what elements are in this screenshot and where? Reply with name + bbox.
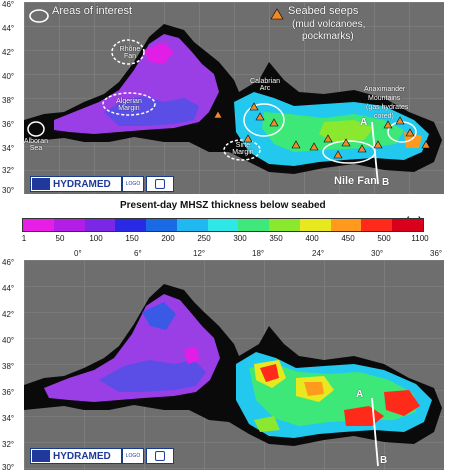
eu-flag-icon — [32, 450, 50, 462]
colorbar-tick-label: 300 — [233, 234, 247, 243]
colorbar-tick-label: 200 — [161, 234, 175, 243]
bottom-lat-label: 30° — [2, 463, 15, 472]
alboran-sea-label: Alboran Sea — [23, 138, 49, 153]
colorbar-segment — [361, 219, 393, 231]
bottom-lat-label: 32° — [2, 440, 15, 449]
top-lat-label: 32° — [2, 166, 15, 175]
top-lat-label: 44° — [2, 24, 15, 33]
anaximander-label-2: Mountains — [368, 95, 401, 102]
transect-a-label: A — [356, 389, 364, 400]
shield-icon — [155, 179, 165, 189]
colorbar-segment — [299, 219, 331, 231]
top-lat-label: 46° — [2, 0, 15, 9]
top-map-panel: Areas of interest Seabed seeps (mud volc… — [24, 2, 444, 194]
areas-of-interest-legend: Areas of interest — [52, 5, 133, 17]
colorbar-segment — [23, 219, 54, 231]
bottom-lon-label: 24° — [312, 249, 325, 258]
university-logo — [146, 176, 174, 192]
bottom-lon-label: 6° — [134, 249, 142, 258]
colorbar-segment — [238, 219, 270, 231]
shield-icon — [155, 451, 165, 461]
colorbar-segment — [146, 219, 177, 231]
colorbar-tick-label: 1100 — [411, 234, 429, 243]
colorbar-segment — [392, 219, 423, 231]
colorbar-panel: Present-day MHSZ thickness below seabed … — [0, 198, 450, 248]
bottom-lat-label: 38° — [2, 362, 15, 371]
top-lat-label: 34° — [2, 144, 15, 153]
nile-fan-label: Nile Fan — [334, 175, 377, 187]
top-lat-label: 40° — [2, 72, 15, 81]
bottom-lon-label: 30° — [371, 249, 384, 258]
colorbar-gradient — [22, 218, 424, 232]
eu-flag-icon — [32, 178, 50, 190]
hydramed-logo: HYDRAMED — [30, 448, 122, 464]
seeps-legend-line1: Seabed seeps — [288, 5, 359, 17]
partner-logo: LOGO — [122, 448, 144, 464]
top-lat-label: 42° — [2, 48, 15, 57]
hydramed-logo: HYDRAMED — [30, 176, 122, 192]
colorbar-tick-label: 100 — [89, 234, 103, 243]
top-lat-label: 30° — [2, 186, 15, 195]
colorbar-segment — [269, 219, 300, 231]
top-lat-label: 36° — [2, 120, 15, 129]
anaximander-label-1: Anaximander — [364, 86, 406, 93]
transect-b-label: B — [380, 455, 388, 466]
seep-triangle-legend-icon — [270, 8, 284, 20]
colorbar-segment — [115, 219, 147, 231]
colorbar-segment — [84, 219, 116, 231]
bottom-map-panel: A B HYDRAMED LOGO — [24, 260, 444, 470]
colorbar-tick-label: 250 — [197, 234, 211, 243]
bottom-map-graphic — [24, 260, 444, 470]
colorbar-tick-label: 50 — [55, 234, 65, 243]
areas-of-interest-legend-icon — [29, 9, 49, 23]
seeps-legend-line3: pockmarks) — [302, 31, 354, 42]
bottom-lon-label: 0° — [74, 249, 82, 258]
seeps-legend-line2: (mud volcanoes, — [292, 19, 366, 30]
bottom-lat-label: 34° — [2, 414, 15, 423]
bottom-lon-label: 36° — [430, 249, 443, 258]
colorbar-tick-label: 150 — [125, 234, 139, 243]
bottom-lon-label: 12° — [193, 249, 206, 258]
colorbar-segment — [207, 219, 239, 231]
colorbar-tick-label: 350 — [269, 234, 283, 243]
bottom-lat-label: 46° — [2, 258, 15, 267]
colorbar-tick-label: 400 — [305, 234, 319, 243]
colorbar-segment — [176, 219, 208, 231]
bottom-lat-label: 36° — [2, 388, 15, 397]
colorbar-title: Present-day MHSZ thickness below seabed — [120, 200, 326, 211]
bottom-lat-label: 42° — [2, 310, 15, 319]
transect-a-label: A — [360, 117, 368, 128]
bottom-lon-label: 18° — [252, 249, 265, 258]
bottom-lat-label: 40° — [2, 336, 15, 345]
colorbar-tick-label: 1 — [21, 234, 27, 243]
top-lat-label: 38° — [2, 96, 15, 105]
colorbar-segment — [330, 219, 362, 231]
calabrian-arc-label: Calabrian Arc — [250, 78, 280, 93]
colorbar-tick-label: 500 — [377, 234, 391, 243]
algerian-margin-label: Algerian Margin — [116, 98, 142, 113]
transect-b-label: B — [382, 177, 390, 188]
sirte-margin-label: Sirte Margin — [232, 142, 254, 157]
rhone-fan-label: Rhône Fan — [119, 46, 141, 61]
partner-logo: LOGO — [122, 176, 144, 192]
anaximander-label-4: cored) — [374, 113, 394, 120]
university-logo — [146, 448, 174, 464]
colorbar-segment — [53, 219, 85, 231]
bottom-lat-label: 44° — [2, 284, 15, 293]
colorbar-tick-label: 450 — [341, 234, 355, 243]
anaximander-label-3: (gas hydrates — [366, 104, 409, 111]
top-map-graphic — [24, 2, 444, 194]
